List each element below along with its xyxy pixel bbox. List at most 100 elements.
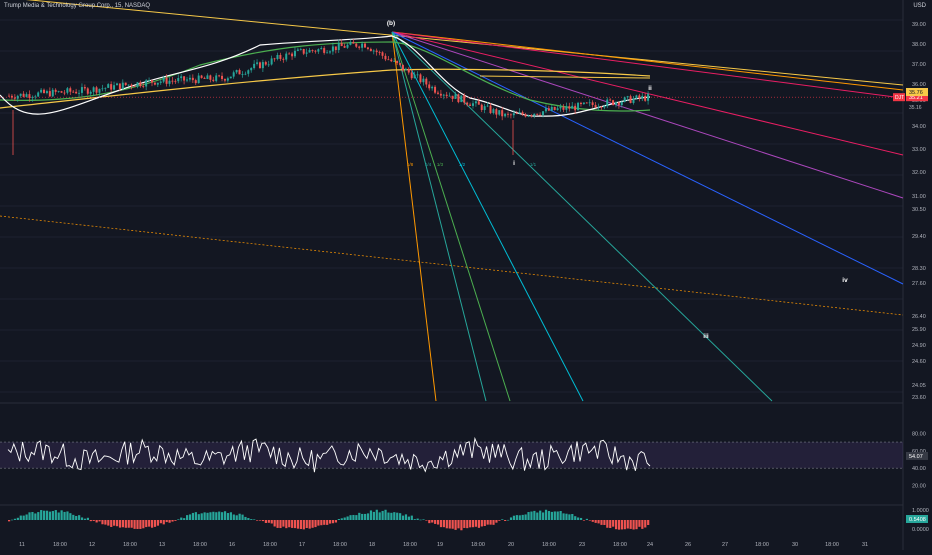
histogram-bar	[489, 520, 492, 525]
symbol-title: Trump Media & Technology Group Corp., 15…	[4, 3, 151, 9]
histogram-bar	[66, 511, 69, 520]
candle-body	[221, 75, 224, 80]
x-tick-label: 18	[369, 542, 375, 548]
wave-label: i	[513, 160, 515, 167]
histogram-bar	[258, 520, 262, 521]
rsi-tick-label: 40.00	[912, 466, 926, 472]
candle-body	[22, 93, 25, 97]
histogram-bar	[256, 520, 259, 521]
candle-body	[83, 87, 86, 89]
candle-body	[372, 50, 375, 52]
candle-body	[28, 94, 31, 98]
histogram-bar	[501, 519, 504, 520]
histogram-bar	[150, 520, 154, 528]
hist-tick-label: 0.0000	[912, 527, 929, 533]
histogram-bar	[276, 520, 279, 528]
histogram-bar	[291, 520, 294, 528]
candle-body	[375, 50, 378, 53]
candle-body	[177, 78, 180, 82]
candle-body	[410, 72, 413, 79]
candle-body	[51, 89, 54, 97]
candle-body	[40, 89, 43, 93]
candle-body	[404, 68, 407, 71]
histogram-bar	[495, 520, 498, 523]
histogram-bar	[165, 520, 168, 523]
y-tick-label: 24.60	[912, 359, 926, 365]
candle-body	[469, 104, 472, 106]
x-tick-label: 18:00	[542, 542, 556, 548]
candle-body	[311, 49, 314, 51]
histogram-bar	[235, 515, 238, 520]
candle-body	[326, 52, 329, 54]
y-tick-label: 34.00	[912, 124, 926, 130]
histogram-bar	[626, 520, 629, 529]
candle-body	[349, 41, 352, 45]
histogram-bar	[422, 519, 425, 520]
histogram-bar	[559, 511, 562, 520]
candle-body	[518, 112, 521, 114]
candle-body	[200, 75, 203, 78]
histogram-bar	[337, 518, 340, 520]
histogram-bar	[480, 520, 483, 527]
histogram-bar	[110, 520, 113, 527]
histogram-bar	[460, 520, 463, 531]
trend-line	[25, 0, 904, 86]
histogram-bar	[477, 520, 481, 528]
histogram-bar	[130, 520, 133, 528]
histogram-bar	[588, 520, 591, 521]
histogram-bar	[95, 520, 98, 523]
candle-body	[442, 94, 445, 96]
y-tick-label: 24.05	[912, 383, 926, 389]
candle-body	[130, 84, 133, 87]
candle-body	[180, 76, 183, 79]
histogram-bar	[51, 511, 54, 520]
candle-body	[521, 112, 524, 115]
fan-ray	[391, 31, 437, 402]
candle-body	[600, 106, 603, 108]
candle-body	[480, 104, 483, 111]
histogram-bar	[512, 515, 516, 520]
candle-body	[139, 82, 142, 87]
fan-ray	[391, 31, 584, 402]
candle-body	[320, 48, 323, 50]
rsi-tick-label: 60.00	[912, 449, 926, 455]
candle-body	[399, 63, 402, 65]
fan-label: 1/8	[407, 162, 414, 167]
candle-body	[565, 106, 568, 110]
x-tick-label: 17	[299, 542, 305, 548]
histogram-bar	[466, 520, 469, 529]
histogram-bar	[253, 519, 256, 520]
histogram-bar	[524, 514, 527, 520]
candle-body	[419, 74, 422, 83]
candle-body	[75, 91, 78, 94]
candle-body	[34, 96, 37, 98]
wave-label: iv	[842, 277, 848, 284]
candle-body	[591, 102, 594, 105]
candle-body	[603, 106, 606, 108]
histogram-bar	[369, 510, 373, 520]
histogram-bar	[145, 520, 148, 528]
histogram-bar	[518, 515, 521, 520]
histogram-bar	[223, 511, 227, 520]
candle-body	[623, 97, 626, 102]
candle-body	[366, 47, 369, 49]
candle-body	[635, 95, 638, 99]
histogram-bar	[366, 513, 370, 520]
symbol-tag	[893, 93, 905, 102]
candle-body	[436, 92, 439, 94]
candle-body	[142, 86, 145, 87]
candle-body	[288, 53, 291, 55]
histogram-bar	[10, 519, 14, 521]
fan-label: 1/2	[459, 162, 466, 167]
candle-body	[69, 88, 72, 92]
candle-body	[530, 115, 533, 117]
histogram-bar	[60, 510, 63, 520]
candle-body	[448, 95, 451, 97]
currency-label[interactable]: USD	[913, 3, 926, 9]
fan-ray	[391, 31, 487, 402]
candle-body	[577, 102, 580, 111]
histogram-bar	[544, 509, 548, 520]
x-tick-label: 26	[685, 542, 691, 548]
